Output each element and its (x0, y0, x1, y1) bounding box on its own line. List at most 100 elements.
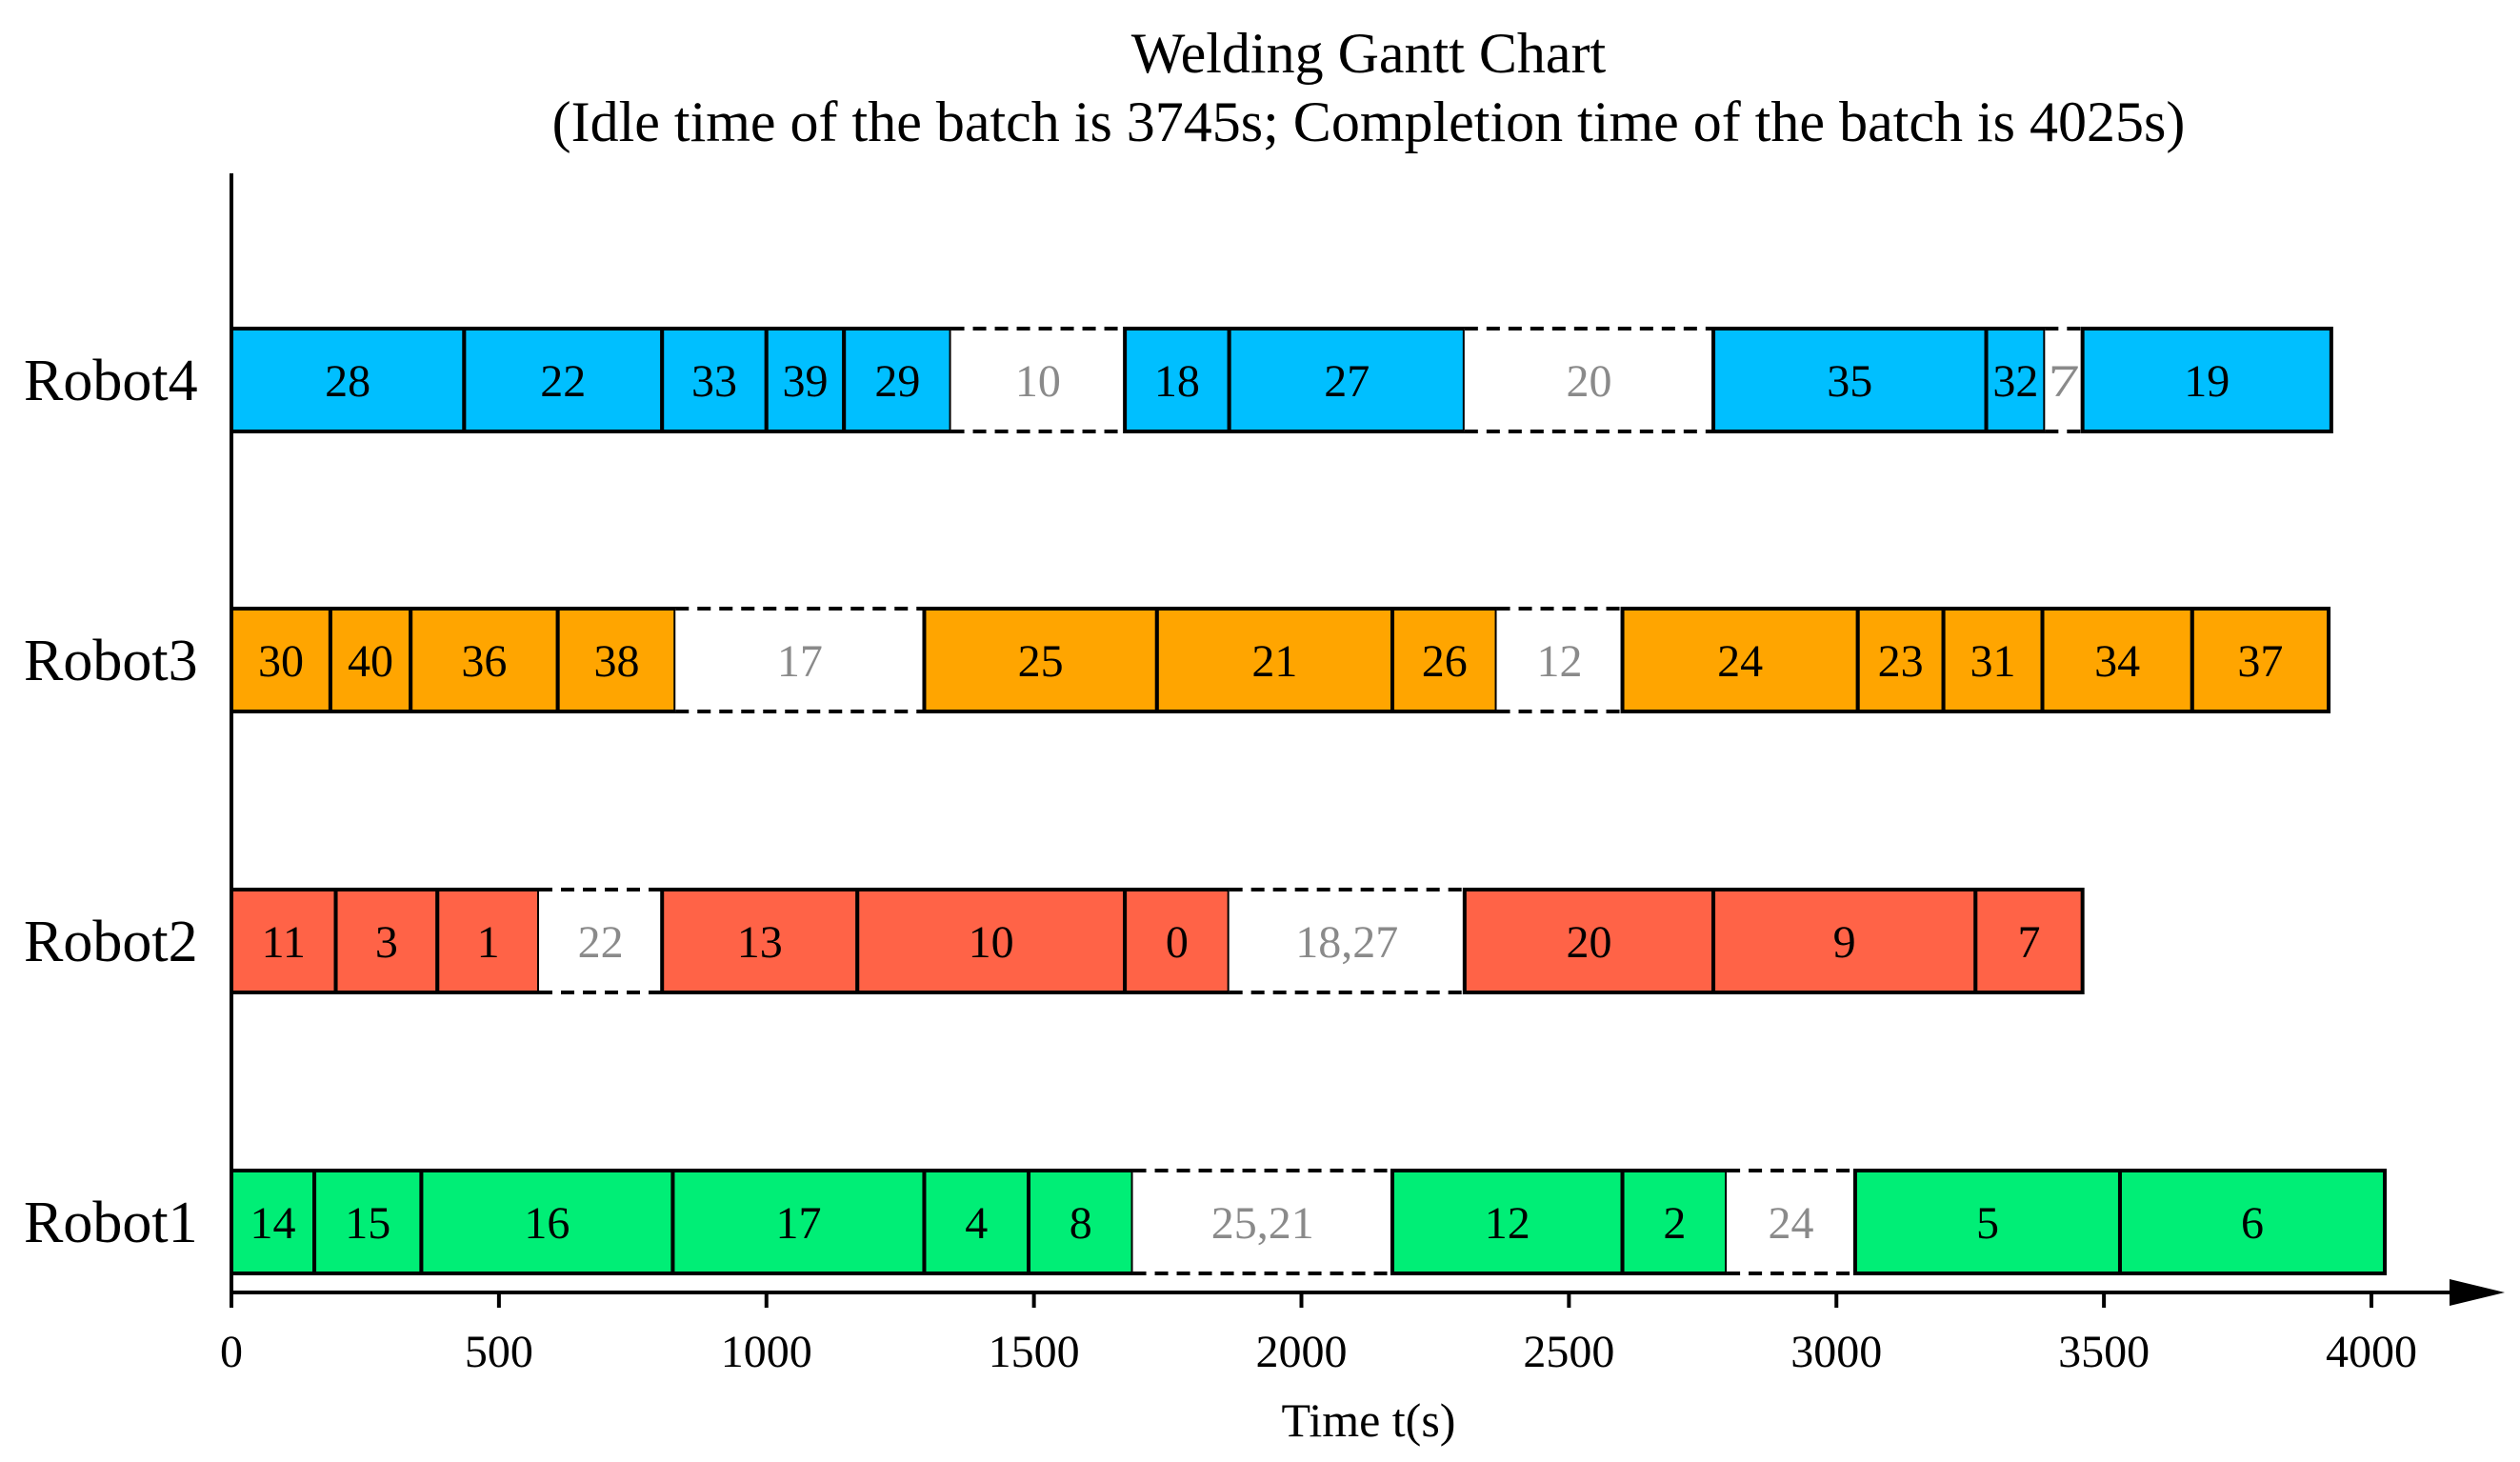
robot2-idle-bar (539, 890, 663, 992)
robot3-task-label: 36 (461, 636, 507, 687)
robot3-task-label: 37 (2237, 636, 2283, 687)
robot3-task-label: 34 (2094, 636, 2140, 687)
x-tick-label: 2500 (1523, 1327, 1614, 1377)
robot1-task-bar (1620, 1169, 1730, 1275)
robot4-task-bar (1711, 327, 1989, 433)
robot3-idle-label: 12 (1537, 636, 1583, 687)
robot4-task-bar (462, 327, 665, 433)
robot4-idle-bar (2045, 329, 2083, 431)
robot1-task-label: 17 (775, 1198, 821, 1249)
robot4-task-bar (1984, 327, 2048, 433)
robot2-task-label: 11 (262, 917, 306, 968)
x-tick-label: 3000 (1790, 1327, 1882, 1377)
x-tick-label: 3500 (2058, 1327, 2150, 1377)
robot1-task-label: 4 (965, 1198, 988, 1249)
x-tick-label: 0 (220, 1327, 243, 1377)
robot1-task-bar (419, 1169, 675, 1275)
robot3-task-label: 24 (1717, 636, 1763, 687)
x-tick-label: 1000 (721, 1327, 812, 1377)
robot1-task-label: 8 (1070, 1198, 1092, 1249)
robot3-task-label: 25 (1018, 636, 1064, 687)
robot3-task-bar (922, 607, 1159, 713)
robot4-idle-label: 20 (1566, 356, 1611, 407)
robot2-task-label: 1 (477, 917, 500, 968)
robot4-task-label: 19 (2184, 356, 2230, 407)
robot1-task-bar (2117, 1169, 2388, 1275)
robot3-idle-bar (675, 609, 925, 711)
robot3-task-label: 40 (348, 636, 393, 687)
robot3-task-label: 21 (1251, 636, 1297, 687)
robot2-task-bar (435, 888, 542, 994)
robot3-task-bar (1154, 607, 1394, 713)
robot1-task-label: 5 (1976, 1198, 1999, 1249)
x-tick-label: 4000 (2326, 1327, 2417, 1377)
robot3-task-bar (328, 607, 413, 713)
robot2-idle-bar (1229, 890, 1465, 992)
robot1-task-bar (230, 1169, 317, 1275)
robot-label-robot1: Robot1 (24, 1191, 198, 1255)
robot2-task-label: 0 (1166, 917, 1189, 968)
robot4-idle-label: 10 (1015, 356, 1061, 407)
robot3-task-label: 38 (593, 636, 639, 687)
robot1-task-bar (670, 1169, 927, 1275)
robot2-task-label: 7 (2017, 917, 2040, 968)
x-tick-label: 1500 (989, 1327, 1080, 1377)
robot1-task-bar (1390, 1169, 1625, 1275)
robot3-task-bar (1855, 607, 1946, 713)
robot2-idle-label: 18,27 (1295, 917, 1398, 968)
robot4-task-bar (842, 327, 953, 433)
robot1-idle-bar (1727, 1171, 1855, 1273)
robot3-task-bar (409, 607, 560, 713)
robot2-task-label: 3 (375, 917, 398, 968)
robot2-task-label: 10 (969, 917, 1014, 968)
chart-title: Welding Gantt Chart (1131, 22, 1607, 85)
x-tick-label: 2000 (1256, 1327, 1348, 1377)
x-axis-title: Time t(s) (1282, 1393, 1456, 1447)
robot4-task-label: 27 (1324, 356, 1370, 407)
robot2-task-label: 13 (737, 917, 783, 968)
robot4-task-bar (2080, 327, 2333, 433)
robot2-task-label: 20 (1566, 917, 1611, 968)
robot2-task-bar (1973, 888, 2085, 994)
robot-label-robot3: Robot3 (24, 629, 198, 693)
robot4-idle-bar (950, 329, 1126, 431)
robot2-task-bar (660, 888, 860, 994)
robot3-task-label: 31 (1970, 636, 2016, 687)
robot4-idle-bar (1464, 329, 1714, 431)
robot3-idle-label: 17 (777, 636, 823, 687)
robot4-task-bar (660, 327, 769, 433)
robot2-idle-label: 22 (578, 917, 624, 968)
robot3-task-label: 23 (1878, 636, 1924, 687)
x-axis-arrow (2450, 1279, 2505, 1306)
robot4-task-label: 29 (874, 356, 920, 407)
robot4-task-label: 18 (1154, 356, 1200, 407)
robot2-task-bar (1711, 888, 1978, 994)
robot4-task-label: 22 (540, 356, 586, 407)
robot4-idle-label: 7 (2048, 356, 2079, 407)
robot1-task-bar (312, 1169, 424, 1275)
x-tick-label: 500 (465, 1327, 533, 1377)
x-axis-ticks: 0 500 1000 1500 2000 2500 3000 3500 4000 (220, 1292, 2417, 1377)
robot4-task-label: 28 (325, 356, 370, 407)
robot-label-robot4: Robot4 (24, 349, 198, 413)
robot1-task-label: 6 (2241, 1198, 2264, 1249)
robot1-task-label: 15 (345, 1198, 390, 1249)
robot3-task-label: 30 (258, 636, 304, 687)
robot4-task-label: 39 (782, 356, 828, 407)
robot1-task-label: 16 (524, 1198, 570, 1249)
robot3-task-label: 26 (1422, 636, 1468, 687)
robot1-task-label: 14 (250, 1198, 296, 1249)
robot1-idle-label: 25,21 (1211, 1198, 1314, 1249)
chart-subtitle: (Idle time of the batch is 3745s; Comple… (552, 90, 2186, 153)
robot1-idle-label: 24 (1769, 1198, 1814, 1249)
robot4-task-label: 33 (691, 356, 737, 407)
robot3-task-bar (555, 607, 678, 713)
robot2-task-label: 9 (1833, 917, 1856, 968)
robot2-task-bar (1462, 888, 1716, 994)
robot2-task-bar (333, 888, 440, 994)
robot1-task-label: 12 (1485, 1198, 1530, 1249)
robot-label-robot2: Robot2 (24, 910, 198, 974)
robot-labels: Robot4 Robot3 Robot2 Robot1 (24, 349, 198, 1255)
